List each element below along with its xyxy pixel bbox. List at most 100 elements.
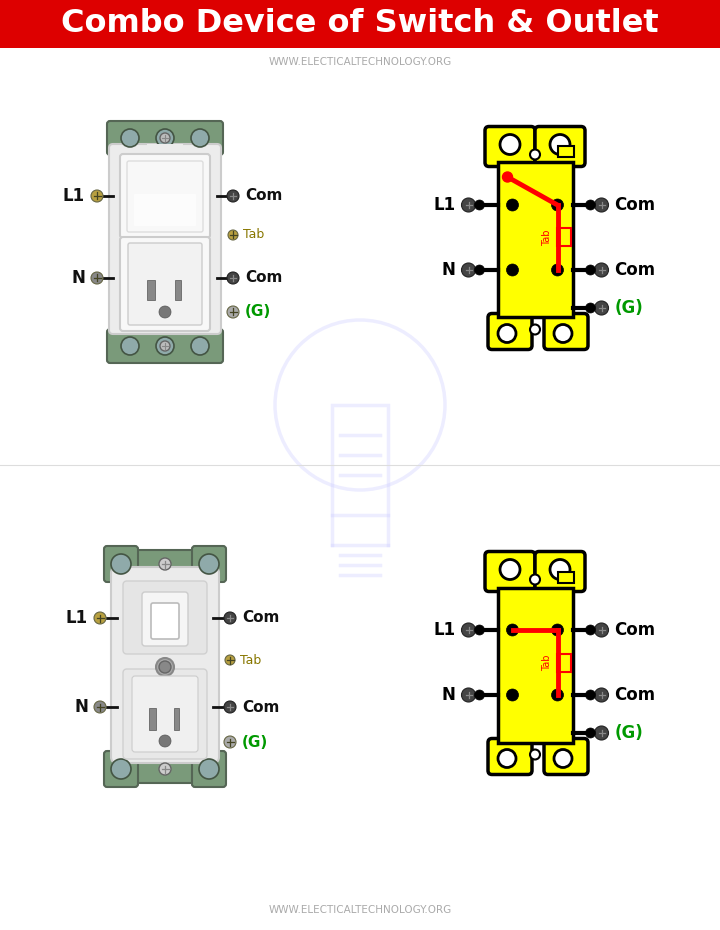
Circle shape <box>94 701 106 713</box>
Bar <box>498 163 572 317</box>
Circle shape <box>552 199 564 211</box>
Bar <box>147 322 183 330</box>
Circle shape <box>530 150 540 160</box>
Bar <box>558 572 574 582</box>
Circle shape <box>585 303 595 313</box>
FancyBboxPatch shape <box>142 592 188 646</box>
Text: Com: Com <box>245 189 282 204</box>
FancyBboxPatch shape <box>120 154 210 238</box>
Circle shape <box>224 612 236 624</box>
Circle shape <box>595 688 608 702</box>
Circle shape <box>498 750 516 767</box>
Bar <box>498 588 572 742</box>
Circle shape <box>585 728 595 738</box>
Circle shape <box>474 625 485 635</box>
Text: (G): (G) <box>245 304 271 320</box>
FancyBboxPatch shape <box>488 313 532 350</box>
Bar <box>557 229 570 246</box>
Text: Tab: Tab <box>243 229 264 242</box>
Text: Com: Com <box>242 610 279 626</box>
Circle shape <box>111 554 131 574</box>
Text: Tab: Tab <box>542 654 552 671</box>
Circle shape <box>159 558 171 570</box>
Bar <box>510 313 560 320</box>
Text: L1: L1 <box>433 196 456 214</box>
Text: Com: Com <box>245 271 282 286</box>
Bar <box>175 280 181 300</box>
Circle shape <box>462 623 475 637</box>
Bar <box>332 405 388 515</box>
Circle shape <box>503 172 513 182</box>
Text: N: N <box>71 269 85 287</box>
Circle shape <box>595 263 608 277</box>
Circle shape <box>554 750 572 767</box>
Text: (G): (G) <box>614 724 643 742</box>
Circle shape <box>500 135 520 154</box>
Circle shape <box>595 623 608 637</box>
Circle shape <box>474 200 485 210</box>
Text: Tab: Tab <box>240 654 261 667</box>
Circle shape <box>228 230 238 240</box>
FancyBboxPatch shape <box>127 161 203 232</box>
Circle shape <box>111 759 131 779</box>
Circle shape <box>224 701 236 713</box>
Text: L1: L1 <box>66 609 88 627</box>
Circle shape <box>160 133 170 143</box>
Circle shape <box>224 736 236 748</box>
Circle shape <box>121 129 139 147</box>
Circle shape <box>530 575 540 584</box>
Bar <box>0 0 720 48</box>
Circle shape <box>160 341 170 351</box>
Circle shape <box>227 190 239 202</box>
FancyBboxPatch shape <box>485 551 535 591</box>
Circle shape <box>462 688 475 702</box>
FancyBboxPatch shape <box>151 603 179 639</box>
Circle shape <box>159 763 171 775</box>
Bar <box>510 154 560 165</box>
Text: Combo Device of Switch & Outlet: Combo Device of Switch & Outlet <box>61 8 659 39</box>
Circle shape <box>156 337 174 355</box>
Circle shape <box>595 726 608 740</box>
Circle shape <box>585 625 595 635</box>
FancyBboxPatch shape <box>107 121 223 155</box>
FancyBboxPatch shape <box>123 669 207 759</box>
Bar <box>510 738 560 745</box>
FancyBboxPatch shape <box>544 313 588 350</box>
Circle shape <box>91 190 103 202</box>
Text: N: N <box>441 261 456 279</box>
Circle shape <box>585 265 595 275</box>
FancyBboxPatch shape <box>123 581 207 654</box>
Text: Tab: Tab <box>542 230 552 246</box>
Circle shape <box>500 560 520 579</box>
Circle shape <box>506 689 518 701</box>
Circle shape <box>191 129 209 147</box>
Circle shape <box>506 264 518 276</box>
Circle shape <box>156 129 174 147</box>
Bar <box>174 708 179 730</box>
Circle shape <box>227 272 239 284</box>
Circle shape <box>159 735 171 747</box>
Circle shape <box>554 325 572 342</box>
Text: N: N <box>74 698 88 716</box>
Circle shape <box>550 135 570 154</box>
FancyBboxPatch shape <box>107 329 223 363</box>
Text: WWW.ELECTICALTECHNOLOGY.ORG: WWW.ELECTICALTECHNOLOGY.ORG <box>269 905 451 915</box>
Circle shape <box>498 325 516 342</box>
Circle shape <box>552 689 564 701</box>
Bar <box>147 280 155 300</box>
FancyBboxPatch shape <box>485 126 535 166</box>
Circle shape <box>159 661 171 673</box>
Text: N: N <box>441 686 456 704</box>
Bar <box>557 654 570 671</box>
Circle shape <box>552 624 564 636</box>
Circle shape <box>94 612 106 624</box>
Circle shape <box>585 200 595 210</box>
FancyBboxPatch shape <box>128 243 202 325</box>
Circle shape <box>474 265 485 275</box>
Circle shape <box>595 301 608 315</box>
FancyBboxPatch shape <box>124 755 206 783</box>
FancyBboxPatch shape <box>134 194 196 226</box>
Circle shape <box>191 337 209 355</box>
Text: Com: Com <box>242 699 279 714</box>
FancyBboxPatch shape <box>535 126 585 166</box>
